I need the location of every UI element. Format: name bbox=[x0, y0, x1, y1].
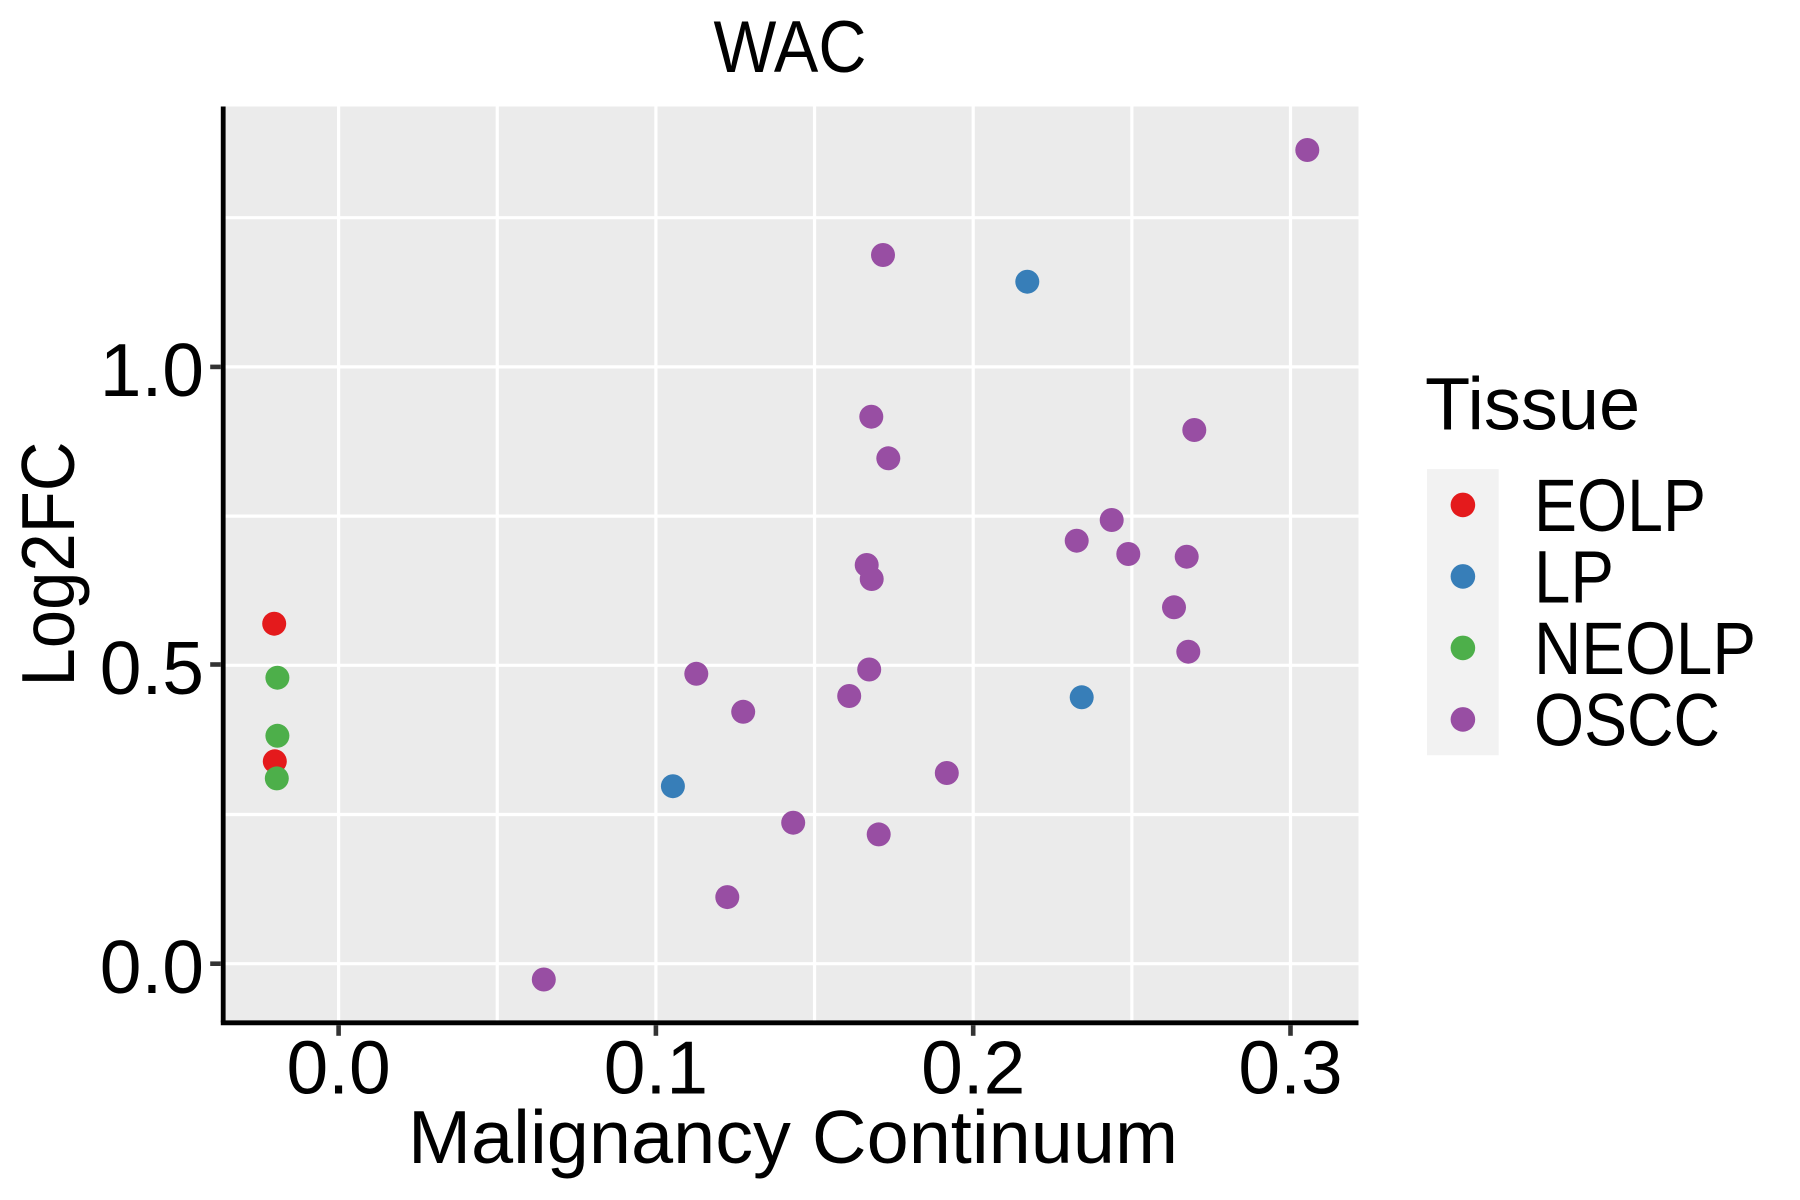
svg-text:0.3: 0.3 bbox=[1238, 1026, 1342, 1110]
svg-text:WAC: WAC bbox=[714, 7, 867, 88]
svg-text:Malignancy Continuum: Malignancy Continuum bbox=[408, 1095, 1178, 1179]
svg-text:1.0: 1.0 bbox=[100, 328, 204, 412]
svg-text:0.1: 0.1 bbox=[604, 1026, 708, 1110]
svg-text:Tissue: Tissue bbox=[1425, 363, 1640, 446]
svg-text:Log2FC: Log2FC bbox=[6, 442, 90, 687]
svg-text:LP: LP bbox=[1534, 535, 1614, 618]
svg-text:NEOLP: NEOLP bbox=[1534, 607, 1756, 690]
svg-text:0.0: 0.0 bbox=[286, 1026, 390, 1110]
svg-text:0.0: 0.0 bbox=[100, 925, 204, 1009]
svg-text:OSCC: OSCC bbox=[1534, 678, 1720, 761]
svg-text:EOLP: EOLP bbox=[1534, 464, 1706, 547]
svg-text:0.2: 0.2 bbox=[921, 1026, 1025, 1110]
svg-text:0.5: 0.5 bbox=[100, 626, 204, 710]
